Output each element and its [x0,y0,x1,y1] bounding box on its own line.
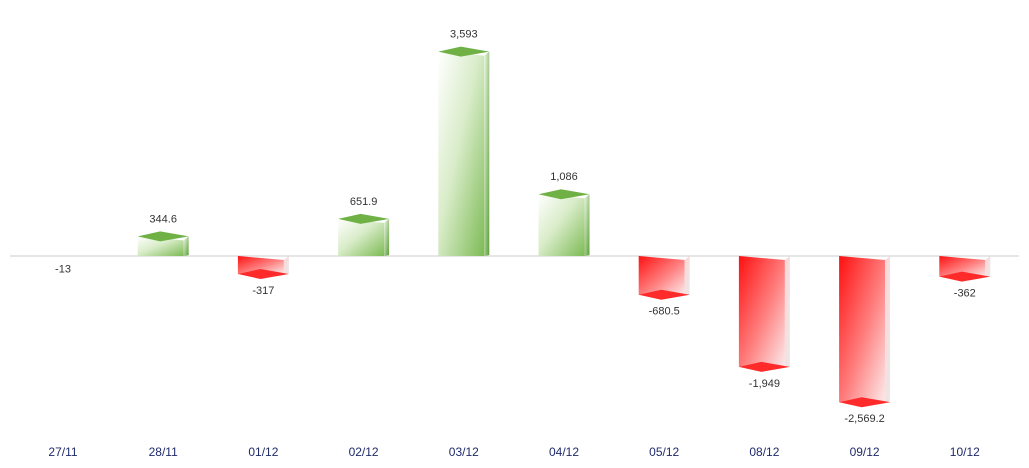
bar-front [738,256,785,367]
category-label: 09/12 [850,445,880,459]
bar-side [985,256,991,277]
value-label: -1,949 [749,378,780,390]
bar-front [638,256,685,295]
category-label: 10/12 [950,445,980,459]
category-label: 04/12 [549,445,579,459]
bar-08-12 [738,256,790,372]
bar-01-12 [237,256,289,279]
bar-bottom [237,269,289,279]
bar-bottom [638,289,690,300]
bar-side [584,194,590,256]
bar-side [885,256,891,403]
bar-09-12 [839,256,891,408]
bar-side [283,256,289,274]
bar-bottom [839,397,891,408]
bar-bottom [738,361,790,372]
category-label: 28/11 [149,445,178,459]
bar-front [538,194,585,256]
category-label: 03/12 [449,445,479,459]
category-label: 27/11 [48,445,77,459]
bar-side [684,256,690,295]
bar-top [438,46,490,57]
value-label: -2,569.2 [844,413,884,425]
bar-top [538,189,590,200]
value-label: -362 [954,288,976,300]
bar-front [137,236,184,256]
bar-28-11 [137,231,189,256]
bar-side [183,236,189,256]
value-label: -317 [252,285,274,297]
value-label: -680.5 [649,306,680,318]
category-label: 01/12 [248,445,278,459]
category-label: 05/12 [649,445,679,459]
bar-04-12 [538,189,590,256]
bar-front [939,256,986,277]
bar-side [384,218,390,256]
bar-front [338,218,385,256]
bar-side [784,256,790,367]
value-label: 651.9 [350,196,378,208]
bar-bottom [939,271,991,282]
bar-front [438,51,485,256]
category-label: 02/12 [349,445,379,459]
category-label: 08/12 [749,445,779,459]
category-labels: 27/11 28/11 01/12 02/12 03/12 04/12 05/12 08/12… [48,445,980,459]
value-label: 3,593 [450,29,478,41]
value-label: -13 [55,264,71,276]
bar-side [484,51,490,256]
bar-top [338,213,390,224]
bar-05-12 [638,256,690,300]
value-labels: -13 344.6 -317 651.9 3,593 1,086 -680.5 -1,949 -… [55,29,976,426]
bar-10-12 [939,256,991,282]
bar-02-12 [338,213,390,256]
bar-series [137,46,991,408]
bar-front [237,256,284,274]
value-label: 344.6 [149,213,177,225]
bar-top [137,231,189,242]
bar-front [839,256,886,403]
value-label: 1,086 [550,171,578,183]
bar-03-12 [438,46,490,256]
